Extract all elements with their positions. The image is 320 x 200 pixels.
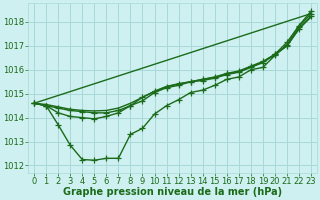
X-axis label: Graphe pression niveau de la mer (hPa): Graphe pression niveau de la mer (hPa) <box>63 187 282 197</box>
